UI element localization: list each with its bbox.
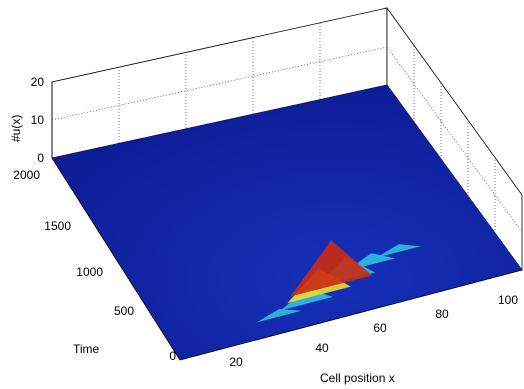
y-axis-label: Time (73, 342, 100, 356)
y-tick-0: 0 (169, 349, 176, 363)
x-tick-80: 80 (435, 307, 449, 321)
x-tick-20: 20 (229, 355, 243, 369)
y-tick-500: 500 (114, 304, 134, 318)
x-tick-40: 40 (315, 341, 329, 355)
z-tick-0: 0 (37, 151, 44, 165)
x-axis-label: Cell position x (320, 371, 395, 385)
y-tick-1500: 1500 (44, 219, 71, 233)
x-tick-100: 100 (498, 293, 518, 307)
z-axis-label: #u(x) (9, 115, 23, 142)
y-tick-2000: 2000 (13, 168, 40, 182)
z-axis: 0 10 20 #u(x) (9, 75, 52, 165)
y-tick-1000: 1000 (76, 265, 103, 279)
x-tick-60: 60 (373, 321, 387, 335)
z-tick-20: 20 (31, 75, 45, 89)
z-tick-10: 10 (31, 113, 45, 127)
